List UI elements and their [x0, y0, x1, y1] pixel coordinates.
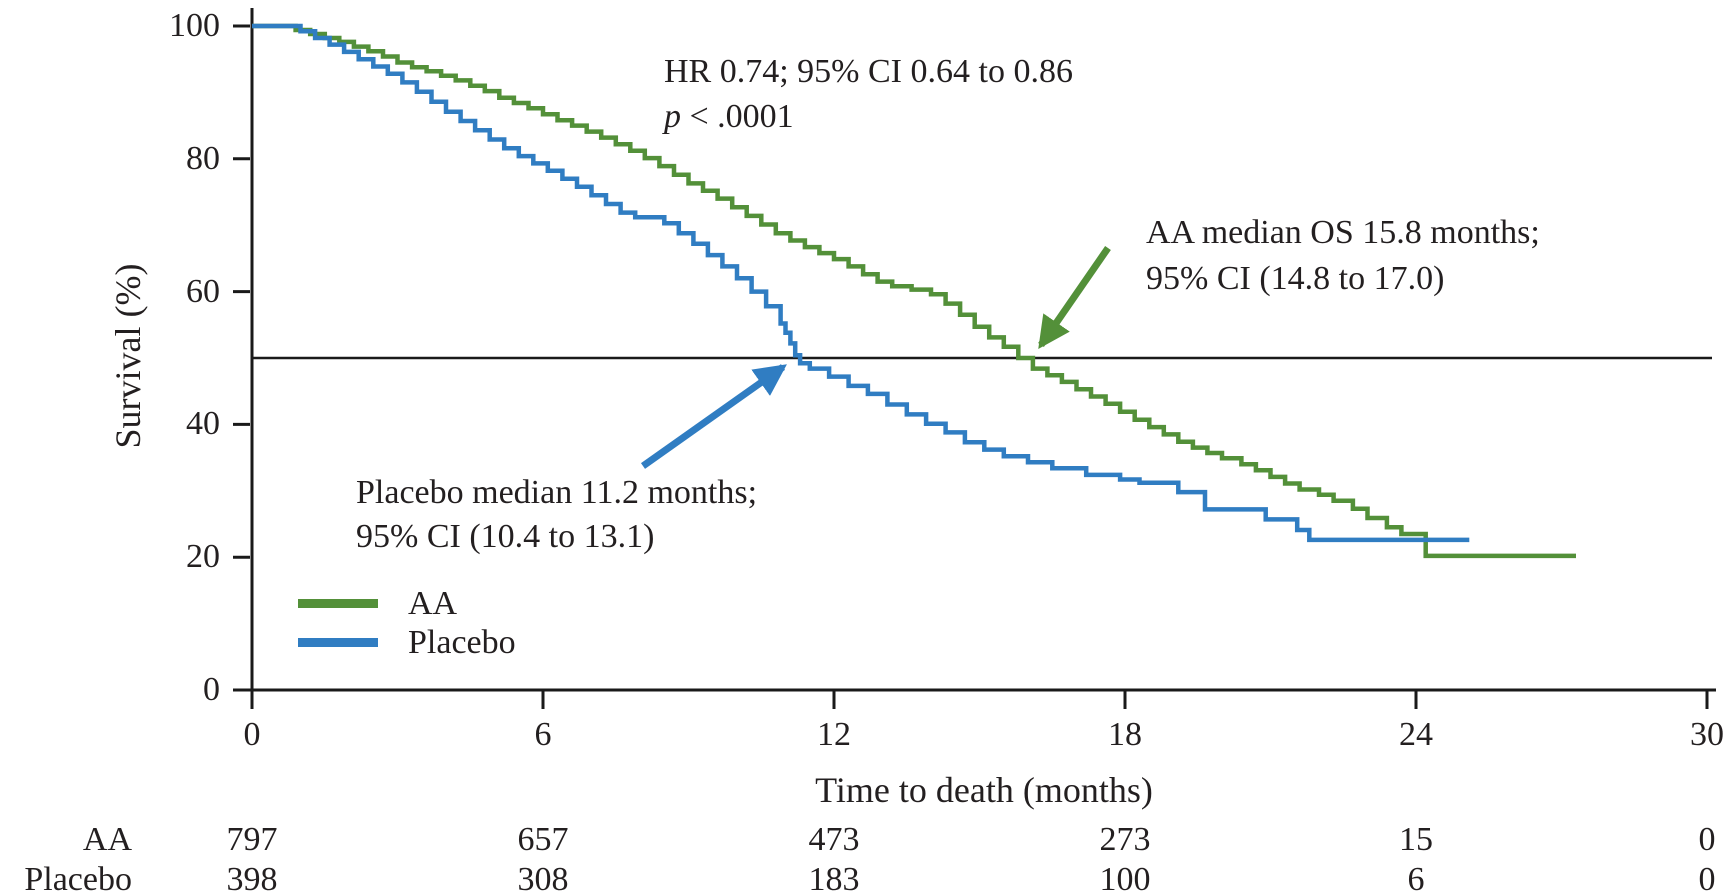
at-risk-row-label: Placebo — [24, 861, 132, 896]
x-axis-title: Time to death (months) — [815, 770, 1153, 810]
legend-swatch-aa — [298, 599, 378, 608]
x-tick-label: 18 — [1108, 716, 1142, 753]
at-risk-count: 657 — [517, 821, 569, 858]
placebo-median-line2: 95% CI (10.4 to 13.1) — [356, 518, 655, 555]
p-value-text: p < .0001 — [664, 94, 1073, 139]
at-risk-count: 15 — [1399, 821, 1433, 858]
at-risk-count: 273 — [1099, 821, 1151, 858]
y-tick-label: 60 — [186, 272, 220, 310]
y-tick-label: 100 — [169, 7, 220, 44]
at-risk-count: 308 — [517, 861, 569, 896]
y-tick-label: 40 — [186, 405, 220, 443]
x-tick-label: 0 — [243, 716, 261, 753]
legend-swatch-placebo — [298, 638, 378, 647]
aa-survival-curve — [252, 23, 1576, 559]
y-tick-label: 80 — [186, 139, 220, 177]
aa-median-line2: 95% CI (14.8 to 17.0) — [1146, 260, 1445, 297]
aa-median-line1: AA median OS 15.8 months; — [1146, 214, 1540, 251]
p-value-rest: < .0001 — [681, 98, 794, 135]
at-risk-count: 100 — [1099, 861, 1151, 896]
x-tick-label: 30 — [1690, 716, 1724, 753]
hazard-ratio-annotation: HR 0.74; 95% CI 0.64 to 0.86 p < .0001 — [664, 49, 1073, 139]
legend-label-placebo: Placebo — [408, 624, 516, 661]
at-risk-count: 6 — [1407, 861, 1425, 896]
x-tick-label: 12 — [817, 716, 851, 753]
at-risk-count: 0 — [1698, 821, 1716, 858]
annotation-arrows-group — [640, 246, 1111, 469]
x-tick-label: 6 — [534, 716, 552, 753]
at-risk-count: 183 — [808, 861, 860, 896]
p-symbol: p — [664, 98, 681, 135]
at-risk-count: 797 — [226, 821, 278, 858]
aa-median-arrow — [1038, 246, 1111, 349]
at-risk-row-label: AA — [82, 821, 132, 858]
y-tick-label: 0 — [203, 671, 220, 708]
placebo-survival-curve — [252, 23, 1470, 543]
hazard-ratio-text: HR 0.74; 95% CI 0.64 to 0.86 — [664, 53, 1073, 90]
at-risk-count: 0 — [1698, 861, 1716, 896]
axes-group — [233, 8, 1716, 709]
placebo-median-arrow — [640, 364, 787, 469]
at-risk-count: 473 — [808, 821, 860, 858]
aa-median-annotation: AA median OS 15.8 months; 95% CI (14.8 t… — [1146, 210, 1540, 302]
placebo-median-line1: Placebo median 11.2 months; — [356, 474, 758, 511]
curves-group — [252, 23, 1576, 559]
legend-label-aa: AA — [408, 585, 458, 622]
x-tick-label: 24 — [1399, 716, 1433, 753]
y-tick-label: 20 — [186, 538, 220, 576]
placebo-median-annotation: Placebo median 11.2 months; 95% CI (10.4… — [356, 471, 757, 559]
at-risk-count: 398 — [226, 861, 278, 896]
